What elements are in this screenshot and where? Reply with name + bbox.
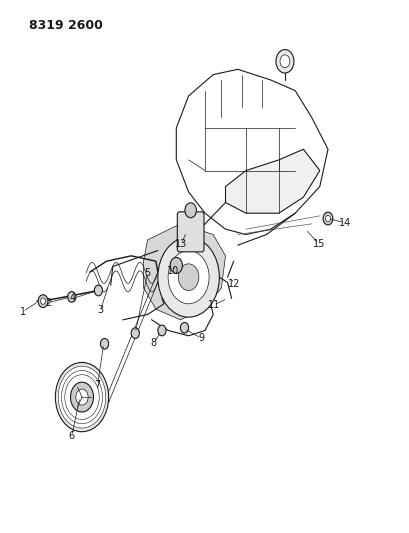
Circle shape (55, 362, 108, 432)
Text: 6: 6 (69, 431, 74, 441)
Text: 15: 15 (312, 239, 324, 249)
Circle shape (168, 251, 209, 304)
Circle shape (184, 203, 196, 217)
Text: 5: 5 (144, 268, 151, 278)
Text: 10: 10 (166, 266, 179, 276)
Circle shape (275, 50, 293, 73)
Circle shape (94, 285, 102, 296)
Circle shape (58, 366, 106, 428)
Circle shape (70, 382, 93, 412)
Text: 1: 1 (20, 307, 25, 317)
Text: 8319 2600: 8319 2600 (29, 19, 102, 31)
Text: 11: 11 (207, 300, 220, 310)
Text: 12: 12 (228, 279, 240, 288)
Polygon shape (225, 149, 319, 213)
Circle shape (131, 328, 139, 338)
Circle shape (157, 325, 166, 336)
Circle shape (325, 215, 330, 222)
Circle shape (40, 298, 45, 304)
Circle shape (157, 237, 219, 317)
Circle shape (65, 375, 99, 419)
Circle shape (61, 370, 102, 424)
Circle shape (279, 55, 289, 68)
Circle shape (38, 295, 48, 308)
Circle shape (100, 338, 108, 349)
Text: 9: 9 (198, 334, 204, 343)
Text: 14: 14 (338, 218, 351, 228)
Text: 8: 8 (151, 338, 156, 348)
Polygon shape (143, 224, 225, 320)
Text: 2: 2 (45, 298, 52, 308)
Circle shape (322, 212, 332, 225)
Text: 3: 3 (97, 305, 103, 315)
Text: 13: 13 (175, 239, 187, 249)
Text: 4: 4 (70, 294, 76, 303)
Circle shape (170, 257, 182, 273)
Circle shape (76, 389, 88, 405)
Circle shape (67, 292, 76, 302)
Text: 7: 7 (94, 380, 101, 390)
FancyBboxPatch shape (177, 212, 204, 252)
Circle shape (180, 322, 188, 333)
Circle shape (178, 264, 198, 290)
